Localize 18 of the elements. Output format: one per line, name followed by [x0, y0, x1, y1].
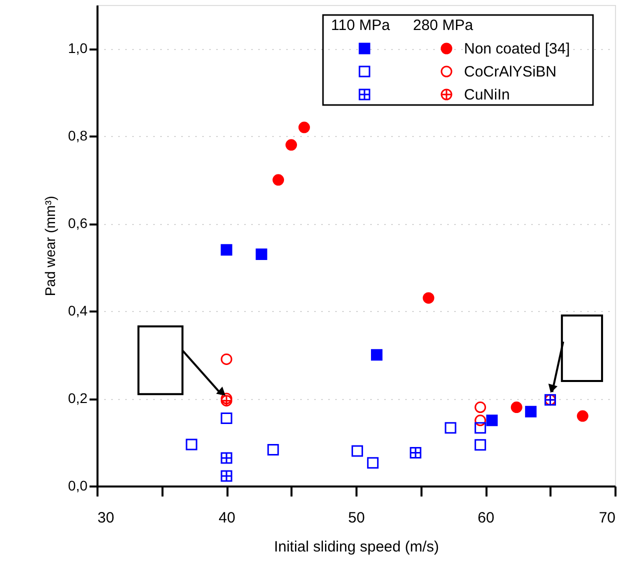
x-tick-label: 40 [218, 510, 236, 526]
annotation: 280 MPa [413, 17, 474, 34]
legend-label: CuNiIn [464, 86, 510, 104]
y-axis-title: Pad wear (mm³) [42, 196, 58, 296]
y-tick-label: 0,8 [68, 128, 88, 144]
annotation: 110 MPa [331, 17, 391, 34]
y-tick-label: 0,4 [68, 302, 88, 319]
legend-label: CoCrAlYSiBN [464, 64, 557, 80]
y-tick-label: 0,0 [68, 478, 88, 494]
x-tick-label: 60 [478, 510, 494, 526]
y-tick-label: 0,2 [68, 390, 88, 406]
x-tick-label: 30 [98, 510, 114, 526]
x-tick-label: 70 [598, 510, 616, 526]
y-tick-label: 0,6 [68, 215, 88, 232]
legend-label: Non coated [34] [464, 40, 570, 58]
x-axis-title: Initial sliding speed (m/s) [274, 538, 440, 556]
y-tick-label: 1,0 [68, 40, 88, 56]
x-tick-label: 50 [348, 510, 365, 526]
